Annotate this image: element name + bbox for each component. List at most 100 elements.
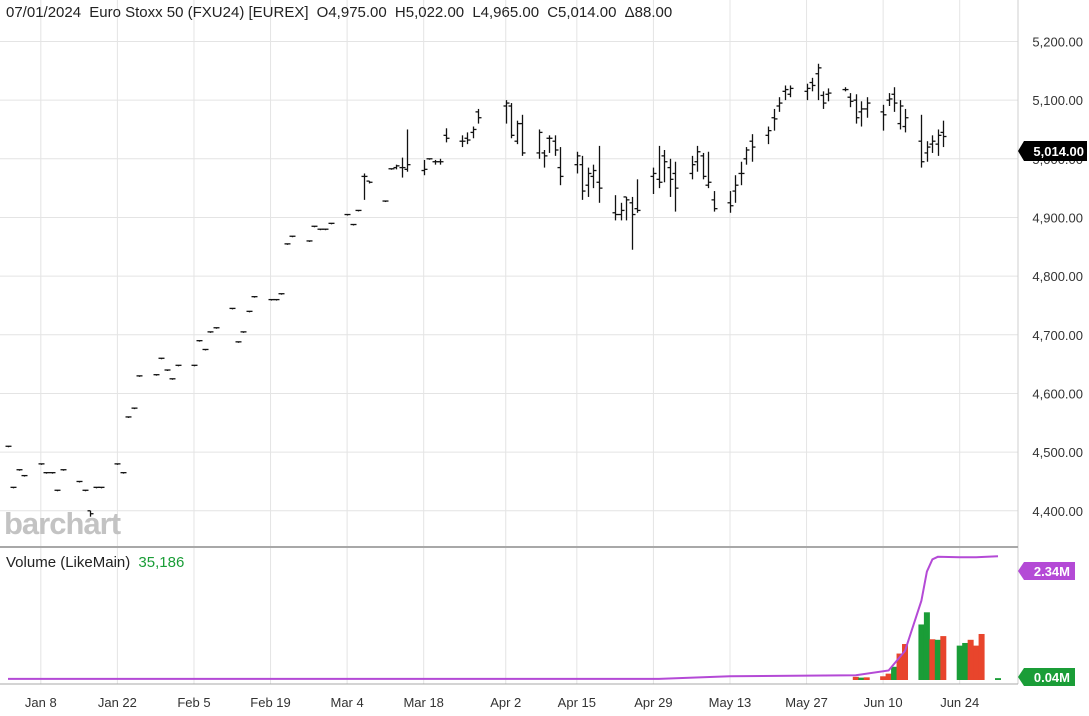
ohlc-bar [443,128,450,143]
ohlc-bar [421,159,428,176]
ohlc-bar [574,151,581,174]
volume-average-badge: 2.34M [1018,562,1075,580]
volume-bar [918,624,925,680]
ohlc-bar [541,150,548,168]
ohlc-bar [475,108,482,124]
ohlc-bar [382,200,389,203]
volume-bar [973,645,980,680]
ohlc-bar [191,364,198,367]
ohlc-bar [87,510,94,517]
x-tick-label: May 27 [785,695,828,710]
ohlc-bar [136,375,143,377]
ohlc-bar [76,480,83,483]
volume-bar [995,678,1001,680]
ohlc-bar [705,151,712,189]
ohlc-bar [623,196,630,221]
last-price-badge: 5,014.00 [1018,141,1087,161]
ohlc-bar [311,225,318,228]
volume-bars [852,612,1001,680]
ohlc-bar [902,108,909,133]
ohlc-bar [924,141,931,162]
ohlc-bar [464,132,471,145]
last-volume-bg [1018,668,1075,686]
ohlc-bar [743,147,750,165]
ohlc-bar [776,97,783,112]
ohlc-bar [98,486,105,489]
ohlc-bar [470,126,477,139]
volume-bar [967,639,974,680]
ohlc-bar [732,175,739,203]
y-tick-label: 4,600.00 [1032,386,1083,401]
y-tick-label: 5,200.00 [1032,34,1083,49]
ohlc-bar [366,180,373,184]
ohlc-bar [929,135,936,153]
ohlc-bar [235,341,242,343]
x-tick-label: May 13 [709,695,752,710]
ohlc-bar [519,114,526,156]
ohlc-bar [765,126,772,145]
ohlc-bar [847,93,854,108]
ohlc-bar [629,196,636,250]
ohlc-bar [153,374,160,376]
ohlc-bar [459,135,466,148]
volume-bar [858,677,865,680]
volume-bar [891,666,898,680]
ohlc-bar [650,167,657,194]
x-tick-label: Jan 8 [25,695,57,710]
volume-bar [940,636,947,680]
header-open: O4,975.00 [316,4,387,21]
volume-bar [863,677,870,680]
volume-bar [962,642,969,680]
ohlc-bar [82,489,89,492]
last-price-bg [1018,141,1087,161]
ohlc-bar [284,243,291,245]
y-tick-label: 4,800.00 [1032,269,1083,284]
volume-bar [978,633,985,680]
x-tick-label: Jun 24 [940,695,979,710]
volume-label: Volume [6,554,57,571]
header-date: 07/01/2024 [6,4,82,21]
ohlc-bar [54,489,61,492]
header-change: Δ88.00 [624,4,673,21]
volume-bar [956,645,963,680]
ohlc-bar [935,129,942,156]
ohlc-bar [175,364,182,367]
ohlc-bar [21,474,28,477]
ohlc-bar [804,83,811,101]
ohlc-bar [125,416,132,418]
x-tick-label: Feb 5 [177,695,210,710]
ohlc-bar [437,158,444,165]
ohlc-bar [246,310,253,313]
ohlc-bar [43,472,50,474]
ohlc-bar [49,472,56,474]
ohlc-bar [815,63,822,101]
last-volume-label: 0.04M [1034,670,1070,685]
ohlc-bar [886,93,893,106]
barchart-watermark: barchart [4,506,121,541]
ohlc-bar [771,108,778,131]
volume-bar [852,676,859,680]
ohlc-bar [858,101,865,127]
ohlc-bar [196,340,203,342]
ohlc-bar [727,191,734,213]
ohlc-bar [169,378,176,380]
ohlc-bar [880,104,887,131]
volume-last-badge: 0.04M [1018,668,1075,686]
x-tick-label: Apr 15 [558,695,596,710]
ohlc-bar [552,135,559,156]
ohlc-bar [328,222,335,225]
x-tick-label: Mar 18 [403,695,443,710]
volume-value: 35,186 [138,554,185,571]
ohlc-bar [618,202,625,221]
ohlc-bar [842,87,849,92]
ohlc-bar [399,157,406,178]
volume-bar [896,653,903,680]
volume-bar [885,673,892,680]
ohlc-bar [940,120,947,148]
ohlc-bar [612,195,619,221]
volume-study: (LikeMain) [60,554,131,571]
ohlc-bars [5,63,947,517]
y-tick-label: 4,400.00 [1032,504,1083,519]
ohlc-bar [16,469,23,471]
ohlc-bar [656,145,663,189]
